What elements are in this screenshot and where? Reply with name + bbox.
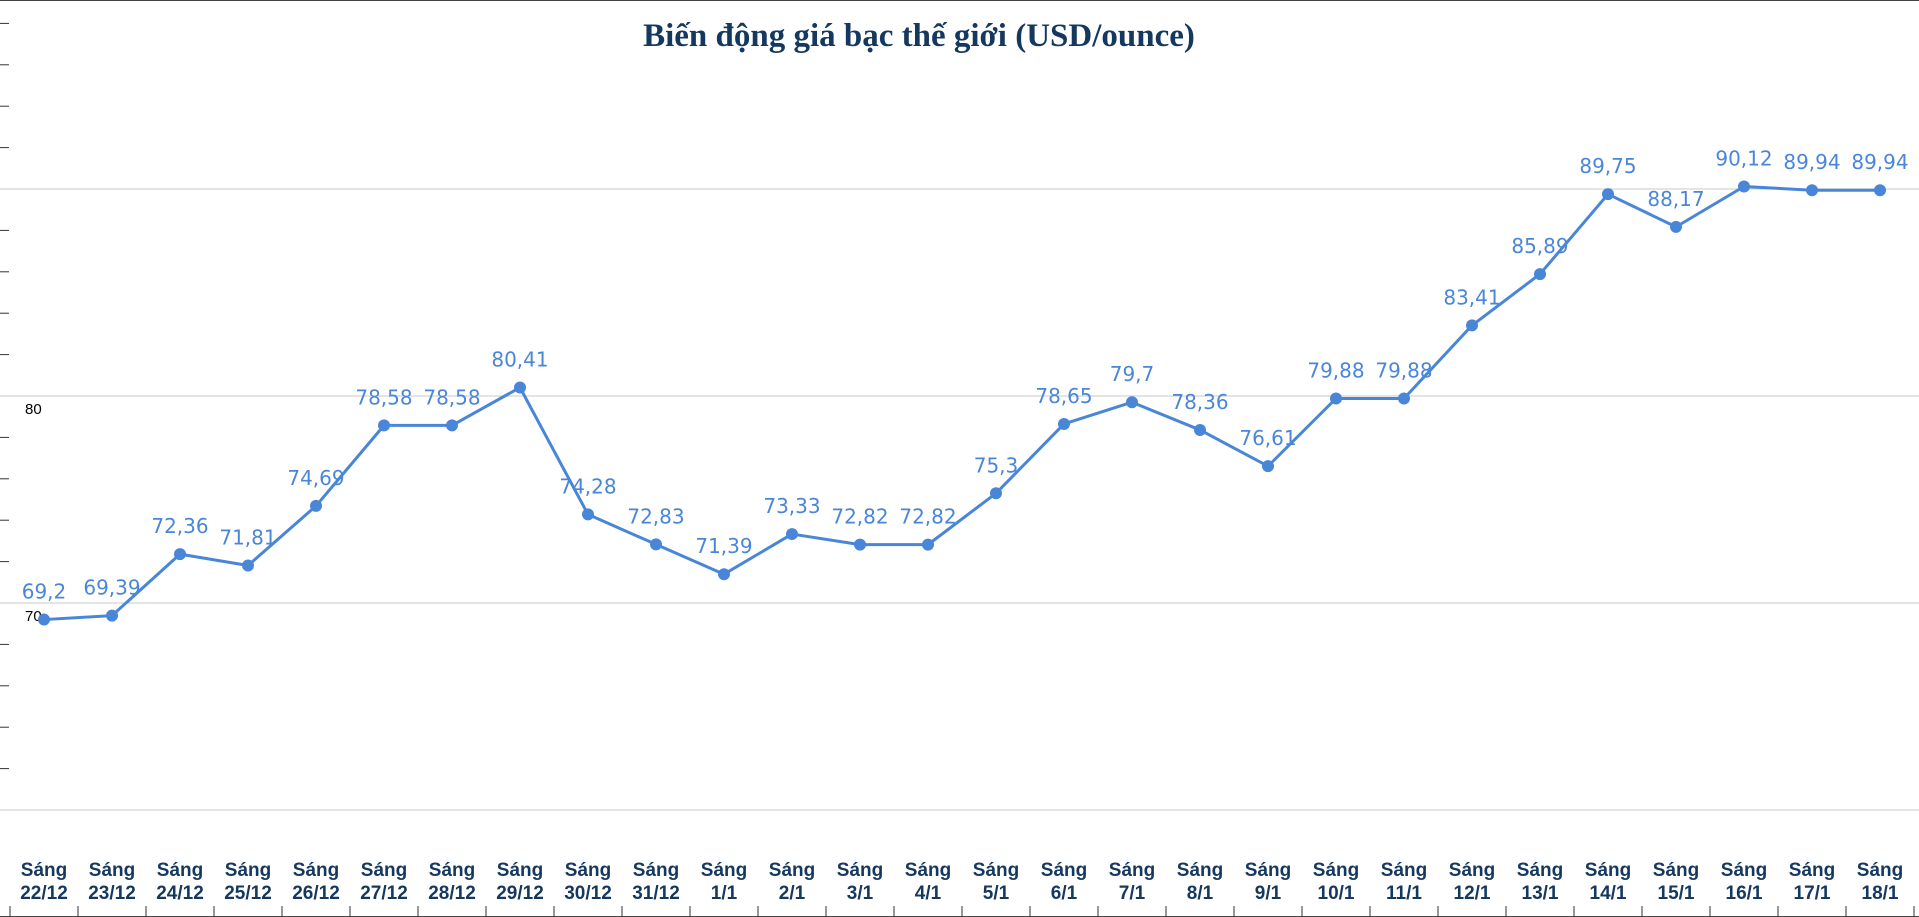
x-tick-label: Sáng 22/12 bbox=[20, 860, 68, 904]
y-tick-label-80: 80 bbox=[25, 401, 42, 418]
x-tick-label: Sáng 26/12 bbox=[292, 860, 340, 904]
y-tick-labels: 70 80 bbox=[25, 401, 42, 625]
data-label: 90,12 bbox=[1715, 147, 1772, 171]
data-label: 78,58 bbox=[355, 385, 412, 409]
data-point bbox=[922, 538, 934, 551]
data-point bbox=[1806, 184, 1818, 197]
data-point bbox=[310, 499, 322, 512]
x-tick-label: Sáng 29/12 bbox=[496, 860, 544, 904]
x-tick-label: Sáng 1/1 bbox=[701, 860, 747, 904]
data-point bbox=[582, 508, 594, 521]
x-tick-label: Sáng 5/1 bbox=[973, 860, 1019, 904]
data-point bbox=[854, 538, 866, 551]
x-tick-label: Sáng 11/1 bbox=[1381, 860, 1427, 904]
data-label: 79,88 bbox=[1307, 358, 1364, 382]
data-label: 89,75 bbox=[1579, 154, 1636, 178]
data-points bbox=[38, 180, 1886, 626]
x-tick-label: Sáng 6/1 bbox=[1041, 860, 1087, 904]
data-label: 71,39 bbox=[695, 534, 752, 558]
x-tick-label: Sáng 13/1 bbox=[1517, 860, 1563, 904]
data-point bbox=[1534, 268, 1546, 281]
data-point bbox=[1398, 392, 1410, 405]
x-tick-label: Sáng 10/1 bbox=[1313, 860, 1359, 904]
data-point bbox=[1262, 460, 1274, 473]
data-label: 80,41 bbox=[491, 348, 548, 372]
series-line-group bbox=[43, 185, 1880, 622]
data-point bbox=[1738, 180, 1750, 193]
data-point bbox=[174, 548, 186, 561]
data-point bbox=[1330, 392, 1342, 405]
data-label: 79,7 bbox=[1110, 362, 1155, 386]
data-label: 78,65 bbox=[1035, 384, 1092, 408]
data-label: 74,69 bbox=[287, 466, 344, 490]
x-tick-label: Sáng 15/1 bbox=[1653, 860, 1699, 904]
x-tick-label: Sáng 27/12 bbox=[360, 860, 408, 904]
y-tick-label-70: 70 bbox=[25, 608, 42, 625]
x-tick-label: Sáng 14/1 bbox=[1585, 860, 1631, 904]
x-tick-label: Sáng 3/1 bbox=[837, 860, 883, 904]
x-tick-label: Sáng 9/1 bbox=[1245, 860, 1291, 904]
data-point bbox=[718, 568, 730, 581]
data-label: 88,17 bbox=[1647, 187, 1704, 211]
data-label: 72,82 bbox=[831, 505, 888, 529]
data-point bbox=[1466, 319, 1478, 332]
x-tick-label: Sáng 24/12 bbox=[156, 860, 204, 904]
data-label: 71,81 bbox=[219, 526, 276, 550]
bottom-axis-ticks bbox=[9, 906, 1915, 917]
x-tick-label: Sáng 4/1 bbox=[905, 860, 951, 904]
x-tick-label: Sáng 12/1 bbox=[1449, 860, 1495, 904]
data-point bbox=[38, 613, 50, 626]
data-point bbox=[446, 419, 458, 432]
series-line bbox=[43, 185, 1880, 622]
data-label: 72,36 bbox=[151, 514, 208, 538]
data-point bbox=[1058, 417, 1070, 430]
x-tick-label: Sáng 31/12 bbox=[632, 860, 680, 904]
data-label: 76,61 bbox=[1239, 426, 1296, 450]
data-labels: 69,2 69,39 72,36 71,81 74,69 78,58 78,58 80,41 7… bbox=[22, 147, 1909, 604]
data-label: 79,88 bbox=[1375, 358, 1432, 382]
data-point bbox=[1874, 184, 1886, 197]
data-point bbox=[1126, 396, 1138, 409]
x-tick-label: Sáng 30/12 bbox=[564, 860, 612, 904]
data-point bbox=[650, 538, 662, 551]
data-point bbox=[786, 528, 798, 541]
data-label: 73,33 bbox=[763, 494, 820, 518]
x-tick-label: Sáng 16/1 bbox=[1721, 860, 1767, 904]
data-label: 72,82 bbox=[899, 505, 956, 529]
data-point bbox=[378, 419, 390, 432]
data-point bbox=[242, 559, 254, 572]
x-tick-label: Sáng 25/12 bbox=[224, 860, 272, 904]
data-label: 89,94 bbox=[1851, 150, 1908, 174]
data-label: 69,39 bbox=[83, 576, 140, 600]
data-label: 74,28 bbox=[559, 474, 616, 498]
data-label: 85,89 bbox=[1511, 234, 1568, 258]
data-label: 89,94 bbox=[1783, 150, 1840, 174]
left-axis-ticks bbox=[0, 22, 9, 811]
data-point bbox=[1670, 220, 1682, 233]
x-tick-label: Sáng 28/12 bbox=[428, 860, 476, 904]
data-label: 83,41 bbox=[1443, 285, 1500, 309]
data-point bbox=[1194, 423, 1206, 436]
data-point bbox=[1602, 188, 1614, 201]
x-tick-labels: Sáng 22/12 Sáng 23/12 Sáng 24/12 Sáng 25/12 Sáng… bbox=[20, 860, 1903, 904]
x-tick-label: Sáng 8/1 bbox=[1177, 860, 1223, 904]
x-tick-label: Sáng 7/1 bbox=[1109, 860, 1155, 904]
data-point bbox=[514, 381, 526, 394]
x-tick-label: Sáng 17/1 bbox=[1789, 860, 1835, 904]
data-label: 78,36 bbox=[1171, 390, 1228, 414]
x-tick-label: Sáng 23/12 bbox=[88, 860, 136, 904]
data-label: 75,3 bbox=[974, 453, 1019, 477]
x-tick-label: Sáng 18/1 bbox=[1857, 860, 1903, 904]
data-point bbox=[106, 609, 118, 622]
chart-title: Biến động giá bạc thế giới (USD/ounce) bbox=[643, 18, 1195, 54]
data-label: 78,58 bbox=[423, 385, 480, 409]
x-tick-label: Sáng 2/1 bbox=[769, 860, 815, 904]
data-label: 69,2 bbox=[22, 580, 67, 604]
data-label: 72,83 bbox=[627, 504, 684, 528]
gridlines bbox=[0, 188, 1919, 811]
data-point bbox=[990, 487, 1002, 500]
